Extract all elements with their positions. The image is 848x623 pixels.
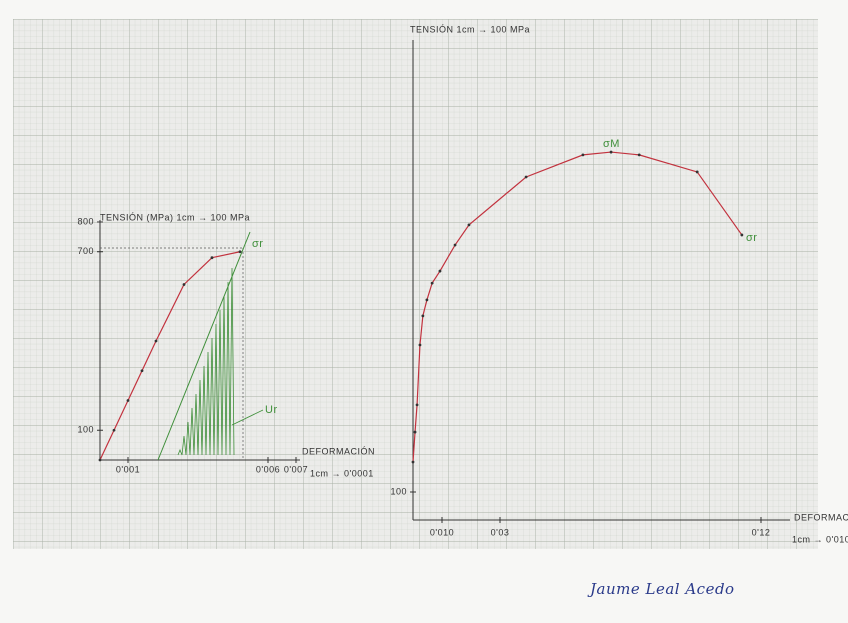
data-point [581, 153, 585, 157]
x-tick-label: 0'006 [256, 464, 280, 474]
data-point [415, 403, 419, 407]
data-point [98, 458, 102, 462]
signature: Jaume Leal Acedo [587, 580, 735, 598]
x-axis-label: DEFORMACIÓN [302, 446, 375, 456]
x-tick-label: 0'001 [116, 464, 140, 474]
y-tick-label: 700 [77, 246, 94, 256]
data-point [453, 243, 457, 247]
data-line [412, 151, 743, 463]
data-point [418, 343, 422, 347]
graph-grid [13, 19, 818, 549]
x-tick-label: 0'010 [430, 527, 454, 537]
data-point [411, 460, 415, 464]
data-point [154, 339, 158, 343]
y-tick-label: 100 [77, 425, 94, 435]
annotation: σr [252, 238, 263, 250]
data-point [438, 269, 442, 273]
data-point [524, 175, 528, 179]
data-point [182, 283, 186, 286]
data-point [740, 233, 744, 237]
chart-title: TENSIÓN 1cm → 100 MPa [410, 24, 530, 34]
data-point [425, 298, 429, 302]
data-point [467, 223, 471, 227]
data-point [421, 314, 425, 318]
y-tick-label: 800 [77, 216, 94, 226]
data-point [140, 369, 144, 373]
annotation: Ur [265, 404, 278, 416]
annotation: 1cm → 0'010 [792, 534, 848, 544]
resilience-hatch [177, 267, 235, 456]
data-point [637, 153, 641, 157]
annotation: σr [746, 232, 757, 244]
x-tick-label: 0'03 [491, 527, 510, 537]
annotation-arrow [231, 409, 264, 426]
data-point [413, 430, 417, 434]
x-tick-label: 0'007 [284, 464, 308, 474]
x-axis-label: DEFORMACIÓN [794, 512, 848, 522]
unloading-line [157, 231, 251, 461]
y-tick-label: 100 [390, 486, 407, 496]
data-point [430, 281, 434, 285]
data-line [99, 251, 241, 461]
x-tick-label: 0'12 [752, 527, 771, 537]
data-point [210, 256, 214, 260]
data-point [126, 399, 130, 402]
annotation: 1cm → 0'0001 [310, 468, 374, 478]
data-point [695, 170, 699, 174]
chart-title: TENSIÓN (MPa) 1cm → 100 MPa [100, 212, 250, 222]
data-point [609, 150, 613, 154]
data-point [238, 250, 242, 254]
annotation: σM [603, 138, 620, 150]
data-point [112, 428, 116, 432]
